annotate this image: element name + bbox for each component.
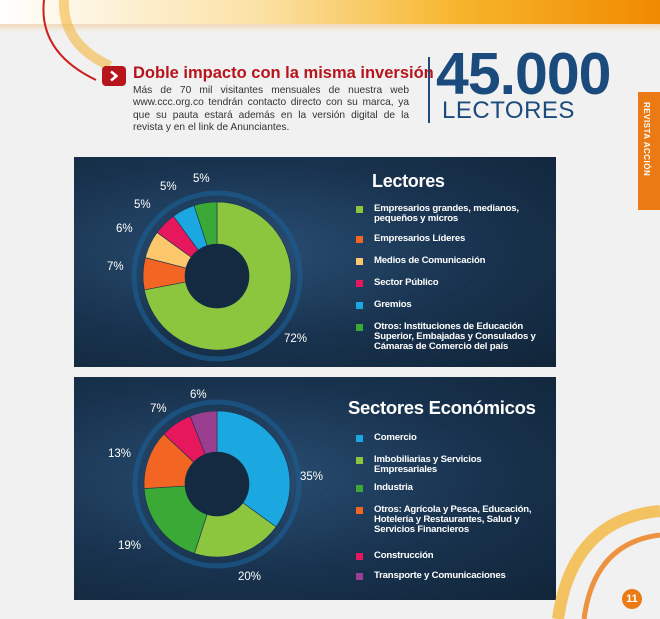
donut-halo-ring xyxy=(132,399,302,569)
percent-label: 6% xyxy=(190,389,207,401)
section-side-tab: REVISTA ACCIÓN xyxy=(638,92,660,210)
chevron-right-icon xyxy=(102,66,126,86)
legend-swatch xyxy=(356,258,363,265)
percent-label: 72% xyxy=(284,333,308,345)
top-gradient-fade xyxy=(0,24,660,32)
legend-swatch xyxy=(356,457,363,464)
legend-label: Otros: Agrícola y Pesca, Educación, Hote… xyxy=(374,504,532,535)
percent-label: 5% xyxy=(160,181,177,193)
legend-label: Empresarios grandes, medianos, pequeños … xyxy=(374,203,519,224)
donut-hole xyxy=(185,244,249,308)
side-tab-label: REVISTA ACCIÓN xyxy=(642,102,651,177)
sectores-donut-chart xyxy=(132,399,302,569)
legend-swatch xyxy=(356,573,363,580)
percent-label: 35% xyxy=(300,471,324,483)
legend-swatch xyxy=(356,507,363,514)
corner-swoosh-decoration-bottom xyxy=(552,505,660,619)
percent-label: 5% xyxy=(134,199,151,211)
readers-label: LECTORES xyxy=(442,97,575,124)
percent-label: 7% xyxy=(107,261,124,273)
legend-label: Industria xyxy=(374,482,413,493)
legend-label: Empresarios Líderes xyxy=(374,233,466,244)
donut-halo-ring xyxy=(131,190,303,362)
legend-swatch xyxy=(356,280,363,287)
legend-label: Comercio xyxy=(374,432,417,443)
legend-label: Medios de Comunicación xyxy=(374,255,486,266)
sectores-chart-panel: Sectores Económicos Comercio Imbobiliaria… xyxy=(74,377,556,600)
percent-label: 6% xyxy=(116,223,133,235)
legend-swatch xyxy=(356,236,363,243)
lectores-chart-panel: Lectores Empresarios grandes, medianos, … xyxy=(74,157,556,367)
headline: Doble impacto con la misma inversión xyxy=(133,64,434,82)
donut-slice xyxy=(143,201,292,351)
legend-swatch xyxy=(356,485,363,492)
legend-label: Gremios xyxy=(374,299,412,310)
legend-swatch xyxy=(356,302,363,309)
sectores-chart-title: Sectores Económicos xyxy=(348,397,536,418)
percent-label: 13% xyxy=(108,448,132,460)
legend-swatch xyxy=(356,206,363,213)
readers-count: 45.000 xyxy=(436,41,611,107)
legend-label: Sector Público xyxy=(374,277,439,288)
percent-label: 7% xyxy=(150,403,167,415)
percent-label: 20% xyxy=(238,571,262,583)
corner-swoosh-decoration xyxy=(42,0,113,81)
header-divider xyxy=(428,57,430,123)
legend-label: Transporte y Comunicaciones xyxy=(374,570,506,581)
percent-label: 19% xyxy=(118,540,142,552)
legend-swatch xyxy=(356,435,363,442)
page-number: 11 xyxy=(622,589,642,609)
percent-label: 5% xyxy=(193,173,210,185)
donut-hole xyxy=(185,452,249,516)
legend-label: Imbobiliarias y Servicios Empresariales xyxy=(374,454,482,475)
lectores-donut-chart xyxy=(131,190,303,362)
intro-paragraph: Más de 70 mil visitantes mensuales de nu… xyxy=(133,85,409,134)
legend-label: Construcción xyxy=(374,550,434,561)
legend-swatch xyxy=(356,553,363,560)
lectores-chart-title: Lectores xyxy=(372,171,445,191)
legend-label: Otros: Instituciones de Educación Superi… xyxy=(374,321,536,352)
legend-swatch xyxy=(356,324,363,331)
top-gradient-bar xyxy=(0,0,660,24)
